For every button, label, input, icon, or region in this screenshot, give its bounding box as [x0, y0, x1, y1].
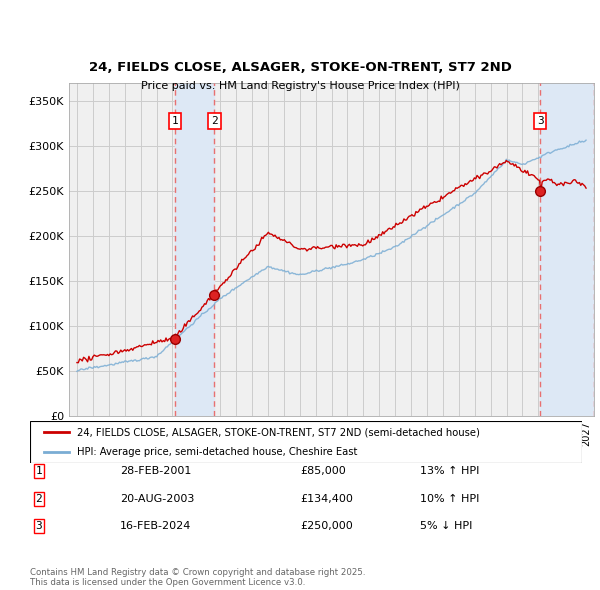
Text: 10% ↑ HPI: 10% ↑ HPI [420, 494, 479, 503]
Text: 3: 3 [537, 116, 544, 126]
Text: Contains HM Land Registry data © Crown copyright and database right 2025.
This d: Contains HM Land Registry data © Crown c… [30, 568, 365, 587]
Text: 24, FIELDS CLOSE, ALSAGER, STOKE-ON-TRENT, ST7 2ND: 24, FIELDS CLOSE, ALSAGER, STOKE-ON-TREN… [89, 61, 511, 74]
Text: £134,400: £134,400 [300, 494, 353, 503]
Text: 3: 3 [35, 522, 43, 531]
Text: 5% ↓ HPI: 5% ↓ HPI [420, 522, 472, 531]
Bar [540, 83, 594, 416]
Text: Price paid vs. HM Land Registry's House Price Index (HPI): Price paid vs. HM Land Registry's House … [140, 81, 460, 91]
Text: £85,000: £85,000 [300, 466, 346, 476]
Text: 1: 1 [35, 466, 43, 476]
Text: 28-FEB-2001: 28-FEB-2001 [120, 466, 191, 476]
Text: 2: 2 [211, 116, 218, 126]
Text: 2: 2 [35, 494, 43, 503]
Text: HPI: Average price, semi-detached house, Cheshire East: HPI: Average price, semi-detached house,… [77, 447, 357, 457]
Text: 1: 1 [172, 116, 178, 126]
Bar [175, 83, 214, 416]
Text: 20-AUG-2003: 20-AUG-2003 [120, 494, 194, 503]
Text: 16-FEB-2024: 16-FEB-2024 [120, 522, 191, 531]
Text: 13% ↑ HPI: 13% ↑ HPI [420, 466, 479, 476]
Text: 24, FIELDS CLOSE, ALSAGER, STOKE-ON-TRENT, ST7 2ND (semi-detached house): 24, FIELDS CLOSE, ALSAGER, STOKE-ON-TREN… [77, 427, 480, 437]
Text: £250,000: £250,000 [300, 522, 353, 531]
Bar [540, 83, 594, 416]
